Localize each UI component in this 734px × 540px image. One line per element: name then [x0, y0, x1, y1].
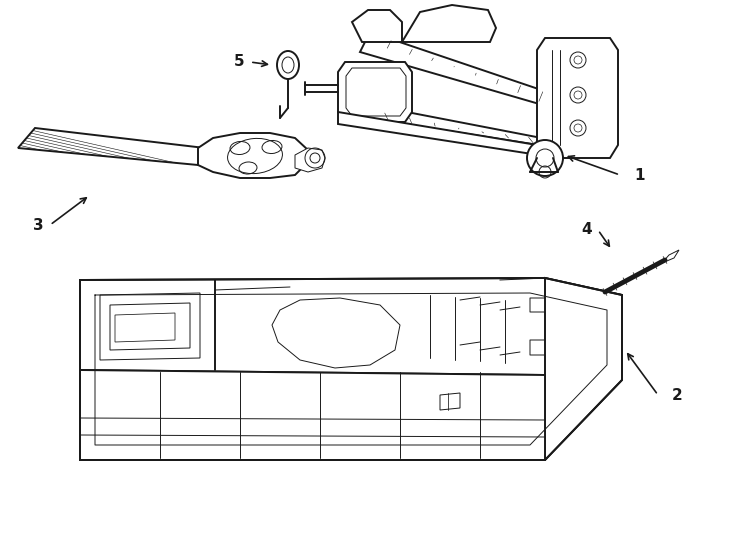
Text: 2: 2	[672, 388, 683, 402]
Circle shape	[527, 140, 563, 176]
Polygon shape	[545, 278, 622, 460]
Polygon shape	[537, 38, 618, 158]
Polygon shape	[338, 62, 412, 122]
Text: 1: 1	[634, 167, 644, 183]
Text: 5: 5	[233, 55, 244, 70]
Polygon shape	[440, 393, 460, 410]
Polygon shape	[338, 112, 558, 158]
Polygon shape	[662, 250, 679, 263]
Polygon shape	[80, 278, 622, 375]
Polygon shape	[360, 32, 565, 110]
Polygon shape	[198, 133, 308, 178]
Polygon shape	[80, 370, 545, 460]
Polygon shape	[598, 290, 609, 300]
Polygon shape	[402, 5, 496, 42]
Polygon shape	[18, 128, 205, 165]
Text: 3: 3	[33, 218, 44, 233]
Text: 4: 4	[581, 222, 592, 238]
Polygon shape	[346, 68, 406, 116]
Polygon shape	[295, 148, 325, 172]
Polygon shape	[115, 313, 175, 342]
Polygon shape	[272, 298, 400, 368]
Polygon shape	[352, 10, 402, 42]
Polygon shape	[110, 303, 190, 350]
Polygon shape	[355, 102, 558, 148]
Polygon shape	[100, 293, 200, 360]
Polygon shape	[80, 370, 545, 460]
